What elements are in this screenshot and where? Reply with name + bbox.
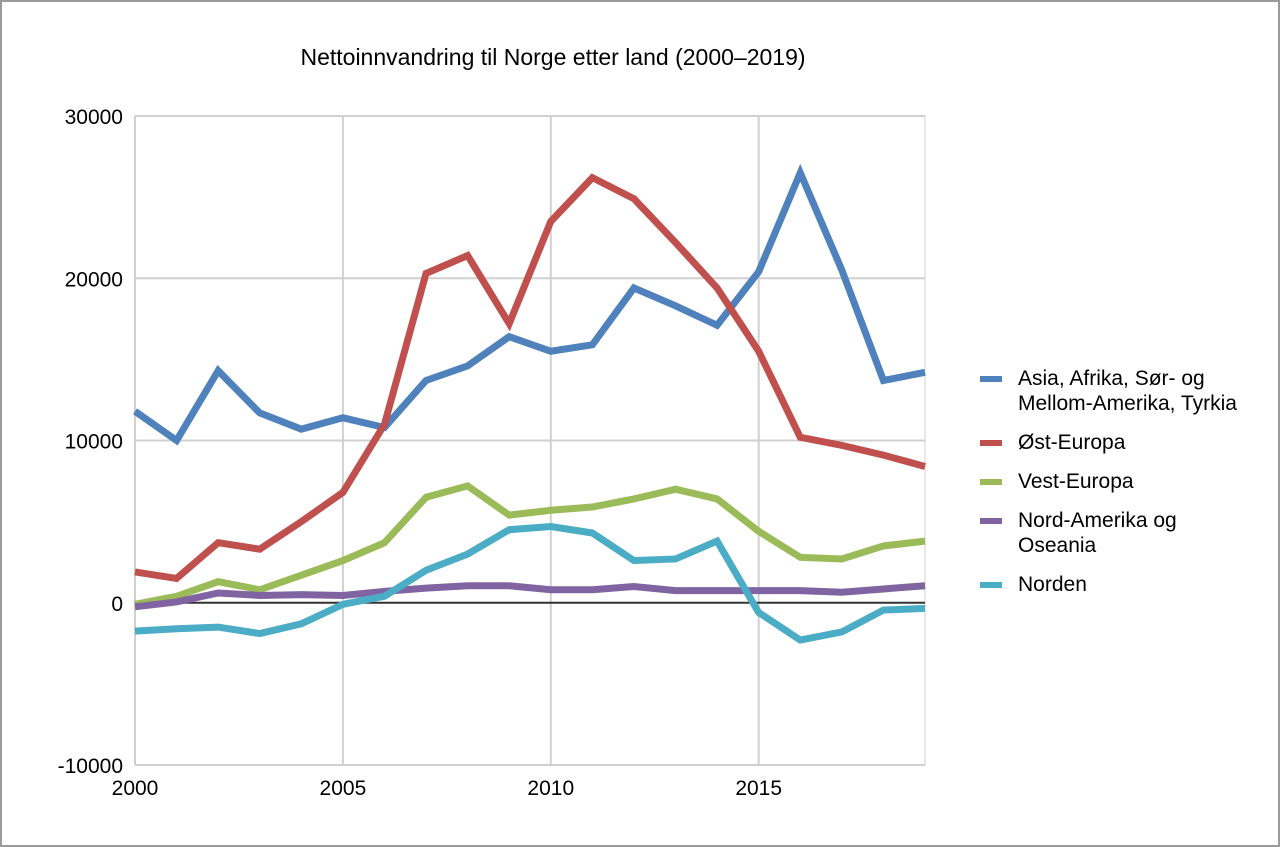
legend-swatch	[980, 518, 1002, 524]
legend-swatch	[980, 376, 1002, 382]
series-line-3	[134, 582, 926, 611]
series-line-1	[134, 173, 926, 583]
x-tick-label: 2005	[320, 777, 367, 800]
series-line-2	[134, 482, 926, 608]
chart-title: Nettoinnvandring til Norge etter land (2…	[300, 44, 806, 70]
x-tick-label: 2000	[112, 777, 159, 800]
legend-label: Øst-Europa	[1018, 431, 1126, 454]
legend-swatch	[980, 582, 1002, 588]
y-tick-label: 0	[111, 593, 123, 616]
x-tick-label: 2010	[527, 777, 574, 800]
series-lines	[132, 163, 926, 644]
y-tick-label: 10000	[65, 431, 123, 454]
legend-label: Norden	[1018, 573, 1087, 596]
legend-label: Vest-Europa	[1018, 470, 1134, 493]
x-tick-label: 2015	[735, 777, 782, 800]
legend-item: Norden	[980, 572, 1270, 597]
series-line-4	[134, 522, 926, 644]
legend-swatch	[980, 440, 1002, 446]
y-tick-label: 30000	[65, 106, 123, 129]
legend-item: Vest-Europa	[980, 469, 1270, 494]
legend-label: Nord-Amerika og Oseania	[1018, 509, 1177, 557]
legend-label: Asia, Afrika, Sør- og Mellom-Amerika, Ty…	[1018, 367, 1237, 415]
y-tick-label: 20000	[65, 268, 123, 291]
legend-item: Øst-Europa	[980, 430, 1270, 455]
legend-item: Asia, Afrika, Sør- og Mellom-Amerika, Ty…	[980, 366, 1270, 416]
legend: Asia, Afrika, Sør- og Mellom-Amerika, Ty…	[980, 366, 1270, 611]
y-tick-label: -10000	[58, 755, 123, 778]
legend-item: Nord-Amerika og Oseania	[980, 508, 1270, 558]
series-line-0	[132, 163, 926, 446]
legend-swatch	[980, 479, 1002, 485]
